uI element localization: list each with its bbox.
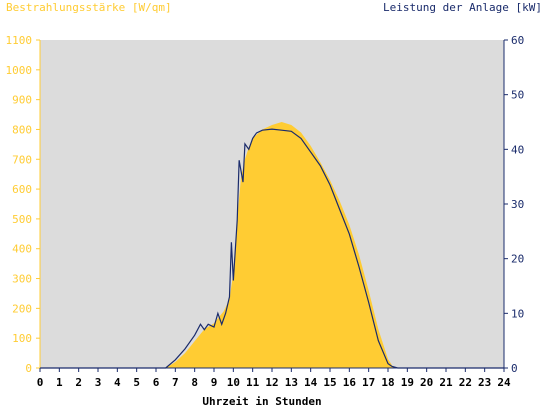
irradiance-series bbox=[165, 122, 394, 368]
right-tick-label: 20 bbox=[511, 253, 524, 266]
power-series bbox=[40, 128, 504, 369]
right-tick-label: 50 bbox=[511, 89, 524, 102]
x-tick-label: 20 bbox=[420, 376, 433, 389]
right-tick-label: 0 bbox=[511, 362, 518, 375]
x-tick-label: 13 bbox=[285, 376, 298, 389]
left-axis-title: Bestrahlungsstärke [W/qm] bbox=[6, 1, 172, 14]
x-tick-label: 7 bbox=[172, 376, 179, 389]
left-tick-label: 700 bbox=[12, 153, 32, 166]
x-tick-label: 6 bbox=[153, 376, 160, 389]
x-tick-label: 12 bbox=[265, 376, 278, 389]
x-tick-label: 0 bbox=[37, 376, 44, 389]
x-axis-title: Uhrzeit in Stunden bbox=[202, 395, 321, 408]
x-tick-label: 9 bbox=[211, 376, 218, 389]
left-tick-label: 0 bbox=[25, 362, 32, 375]
x-tick-label: 8 bbox=[191, 376, 198, 389]
x-tick-label: 1 bbox=[56, 376, 63, 389]
left-tick-label: 1100 bbox=[6, 34, 33, 47]
left-tick-label: 300 bbox=[12, 273, 32, 286]
x-tick-label: 17 bbox=[362, 376, 375, 389]
left-tick-label: 400 bbox=[12, 243, 32, 256]
x-tick-label: 19 bbox=[401, 376, 414, 389]
right-axis-title: Leistung der Anlage [kW] bbox=[383, 1, 542, 14]
left-tick-label: 900 bbox=[12, 94, 32, 107]
x-tick-label: 16 bbox=[343, 376, 357, 389]
x-tick-label: 18 bbox=[381, 376, 394, 389]
x-axis-ticks: 0 1 2 3 4 5 6 7 8 9 10 11 12 13 14 15 16 17 18 19 20 21 22 23 24 bbox=[37, 368, 511, 389]
x-tick-label: 4 bbox=[114, 376, 121, 389]
left-tick-label: 1000 bbox=[6, 64, 33, 77]
right-tick-label: 40 bbox=[511, 143, 524, 156]
x-tick-label: 22 bbox=[459, 376, 472, 389]
left-tick-label: 600 bbox=[12, 183, 32, 196]
right-tick-label: 30 bbox=[511, 198, 524, 211]
irradiance-area bbox=[165, 122, 394, 368]
left-axis-ticks: 0 100 200 300 400 500 600 700 800 900 1000 1100 bbox=[6, 34, 40, 375]
x-tick-label: 3 bbox=[95, 376, 102, 389]
right-tick-label: 60 bbox=[511, 34, 524, 47]
right-tick-label: 10 bbox=[511, 307, 524, 320]
x-tick-label: 2 bbox=[75, 376, 82, 389]
left-tick-label: 200 bbox=[12, 302, 32, 315]
right-axis-ticks: 0 10 20 30 40 50 60 bbox=[504, 34, 524, 375]
x-tick-label: 24 bbox=[497, 376, 511, 389]
left-tick-label: 100 bbox=[12, 332, 32, 345]
x-tick-label: 15 bbox=[323, 376, 336, 389]
x-tick-label: 23 bbox=[478, 376, 491, 389]
x-tick-label: 11 bbox=[246, 376, 260, 389]
power-line bbox=[40, 128, 504, 369]
x-tick-label: 21 bbox=[439, 376, 453, 389]
x-tick-label: 14 bbox=[304, 376, 318, 389]
left-tick-label: 500 bbox=[12, 213, 32, 226]
x-tick-label: 10 bbox=[227, 376, 240, 389]
left-tick-label: 800 bbox=[12, 123, 32, 136]
x-tick-label: 5 bbox=[133, 376, 140, 389]
